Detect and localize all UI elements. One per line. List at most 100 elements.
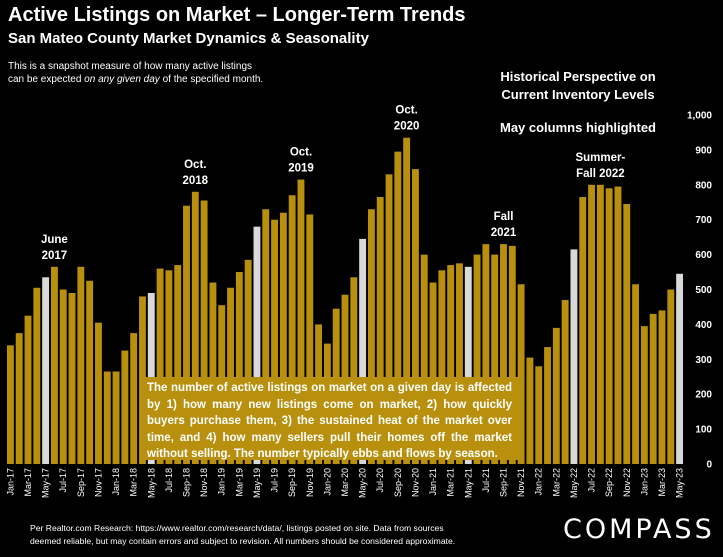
page-title: Active Listings on Market – Longer-Term … <box>8 4 466 26</box>
y-tick-label: 1,000 <box>687 111 712 122</box>
bar-oct-22 <box>614 186 622 465</box>
y-tick-label: 600 <box>695 250 712 261</box>
bar-sep-18 <box>183 205 190 465</box>
x-tick-label: Nov-22 <box>622 468 632 497</box>
x-tick-label: Nov-19 <box>305 468 315 497</box>
bar-apr-17 <box>33 287 41 464</box>
x-tick-label: Sep-18 <box>182 468 192 497</box>
x-tick-label: Nov-21 <box>516 468 526 497</box>
x-tick-label: Jan-19 <box>217 468 227 496</box>
x-tick-label: Mar-20 <box>340 468 350 497</box>
bar-jan-17 <box>6 345 14 464</box>
note-line-1: This is a snapshot measure of how many a… <box>8 61 252 72</box>
bar-aug-22 <box>596 184 604 465</box>
bar-sep-19 <box>288 195 296 464</box>
note-line-2-post: of the specified month. <box>159 74 264 85</box>
bar-feb-19 <box>227 287 234 464</box>
bar-nov-18 <box>200 200 208 464</box>
bar-apr-21 <box>456 263 463 464</box>
bar-nov-19 <box>306 214 314 464</box>
x-tick-label: May-21 <box>463 468 473 498</box>
y-tick-label: 500 <box>695 285 712 296</box>
x-tick-label: Jul-22 <box>587 468 597 493</box>
note-line-2-pre: can be expected <box>8 74 85 85</box>
bar-oct-18 <box>191 191 199 464</box>
bar-may-19 <box>253 226 261 464</box>
bar-apr-20 <box>350 277 358 464</box>
bar-jul-21 <box>482 244 490 464</box>
bar-nov-17 <box>95 322 102 464</box>
bar-mar-22 <box>552 327 560 464</box>
bar-jan-23 <box>640 326 648 464</box>
bar-may-21 <box>464 266 472 464</box>
x-tick-label: Jan-17 <box>5 468 15 496</box>
bar-sep-17 <box>77 266 85 464</box>
bar-aug-19 <box>279 212 287 464</box>
bar-feb-21 <box>438 270 446 464</box>
x-tick-label: Sep-22 <box>604 468 614 497</box>
peak-annotation: 2020 <box>394 121 420 133</box>
bar-oct-20 <box>403 137 411 464</box>
page-subtitle: San Mateo County Market Dynamics & Seaso… <box>8 30 369 47</box>
bar-may-17 <box>42 277 50 464</box>
bar-aug-20 <box>385 174 393 464</box>
x-tick-label: Jan-22 <box>534 468 544 496</box>
x-tick-label: Jul-20 <box>375 468 385 493</box>
x-tick-label: Jan-18 <box>111 468 121 496</box>
x-tick-label: Jan-23 <box>639 468 649 496</box>
bar-mar-18 <box>130 333 138 465</box>
peak-annotation: Oct. <box>290 147 312 159</box>
bar-jun-21 <box>473 254 481 464</box>
bar-aug-21 <box>491 254 499 464</box>
peak-annotation: Fall <box>494 211 514 223</box>
bar-jul-20 <box>376 197 384 464</box>
peak-annotation: 2018 <box>183 175 209 187</box>
x-tick-label: Jul-18 <box>164 468 174 493</box>
peak-annotation: Summer- <box>575 152 625 164</box>
y-tick-label: 800 <box>695 180 712 191</box>
bar-sep-21 <box>500 244 507 464</box>
x-tick-label: Sep-19 <box>287 468 297 497</box>
bar-feb-17 <box>15 333 23 465</box>
peak-annotation: June <box>41 234 68 246</box>
bar-jul-19 <box>271 219 278 464</box>
bar-aug-17 <box>68 292 76 464</box>
y-tick-label: 200 <box>695 390 712 401</box>
bar-jun-19 <box>262 209 270 464</box>
footer-line-1: Per Realtor.com Research: https://www.re… <box>30 523 444 533</box>
source-footer: Per Realtor.com Research: https://www.re… <box>30 522 550 548</box>
bar-nov-20 <box>412 169 419 464</box>
bar-jun-20 <box>367 209 375 464</box>
y-tick-label: 0 <box>706 460 712 471</box>
bar-dec-20 <box>420 254 428 464</box>
x-tick-label: May-17 <box>41 468 51 498</box>
bar-dec-18 <box>209 282 217 464</box>
bar-may-23 <box>676 273 684 464</box>
peak-annotation: 2021 <box>491 227 517 239</box>
x-tick-label: Jul-21 <box>481 468 491 493</box>
x-tick-label: Sep-17 <box>76 468 86 497</box>
peak-annotation: 2017 <box>42 250 68 262</box>
bar-sep-22 <box>605 188 613 465</box>
bar-aug-18 <box>174 265 182 464</box>
x-tick-label: May-22 <box>569 468 579 498</box>
bar-jan-21 <box>429 282 437 464</box>
peak-annotation: Oct. <box>184 159 206 171</box>
historical-line-2: Current Inventory Levels <box>501 87 655 102</box>
x-tick-label: Mar-18 <box>129 468 139 497</box>
x-tick-label: Nov-18 <box>199 468 209 497</box>
x-tick-label: May-19 <box>252 468 262 498</box>
bar-apr-22 <box>561 299 569 464</box>
x-tick-label: Nov-17 <box>94 468 104 497</box>
bar-apr-19 <box>244 259 252 464</box>
y-tick-label: 300 <box>695 355 712 366</box>
x-tick-label: Jul-19 <box>270 468 280 493</box>
bar-apr-23 <box>667 289 675 464</box>
bar-dec-17 <box>103 371 111 464</box>
bar-oct-17 <box>86 280 94 464</box>
explanation-callout: The number of active listings on market … <box>141 377 518 460</box>
peak-annotation: Oct. <box>395 105 417 117</box>
y-tick-label: 100 <box>695 425 712 436</box>
x-tick-label: Nov-20 <box>410 468 420 497</box>
